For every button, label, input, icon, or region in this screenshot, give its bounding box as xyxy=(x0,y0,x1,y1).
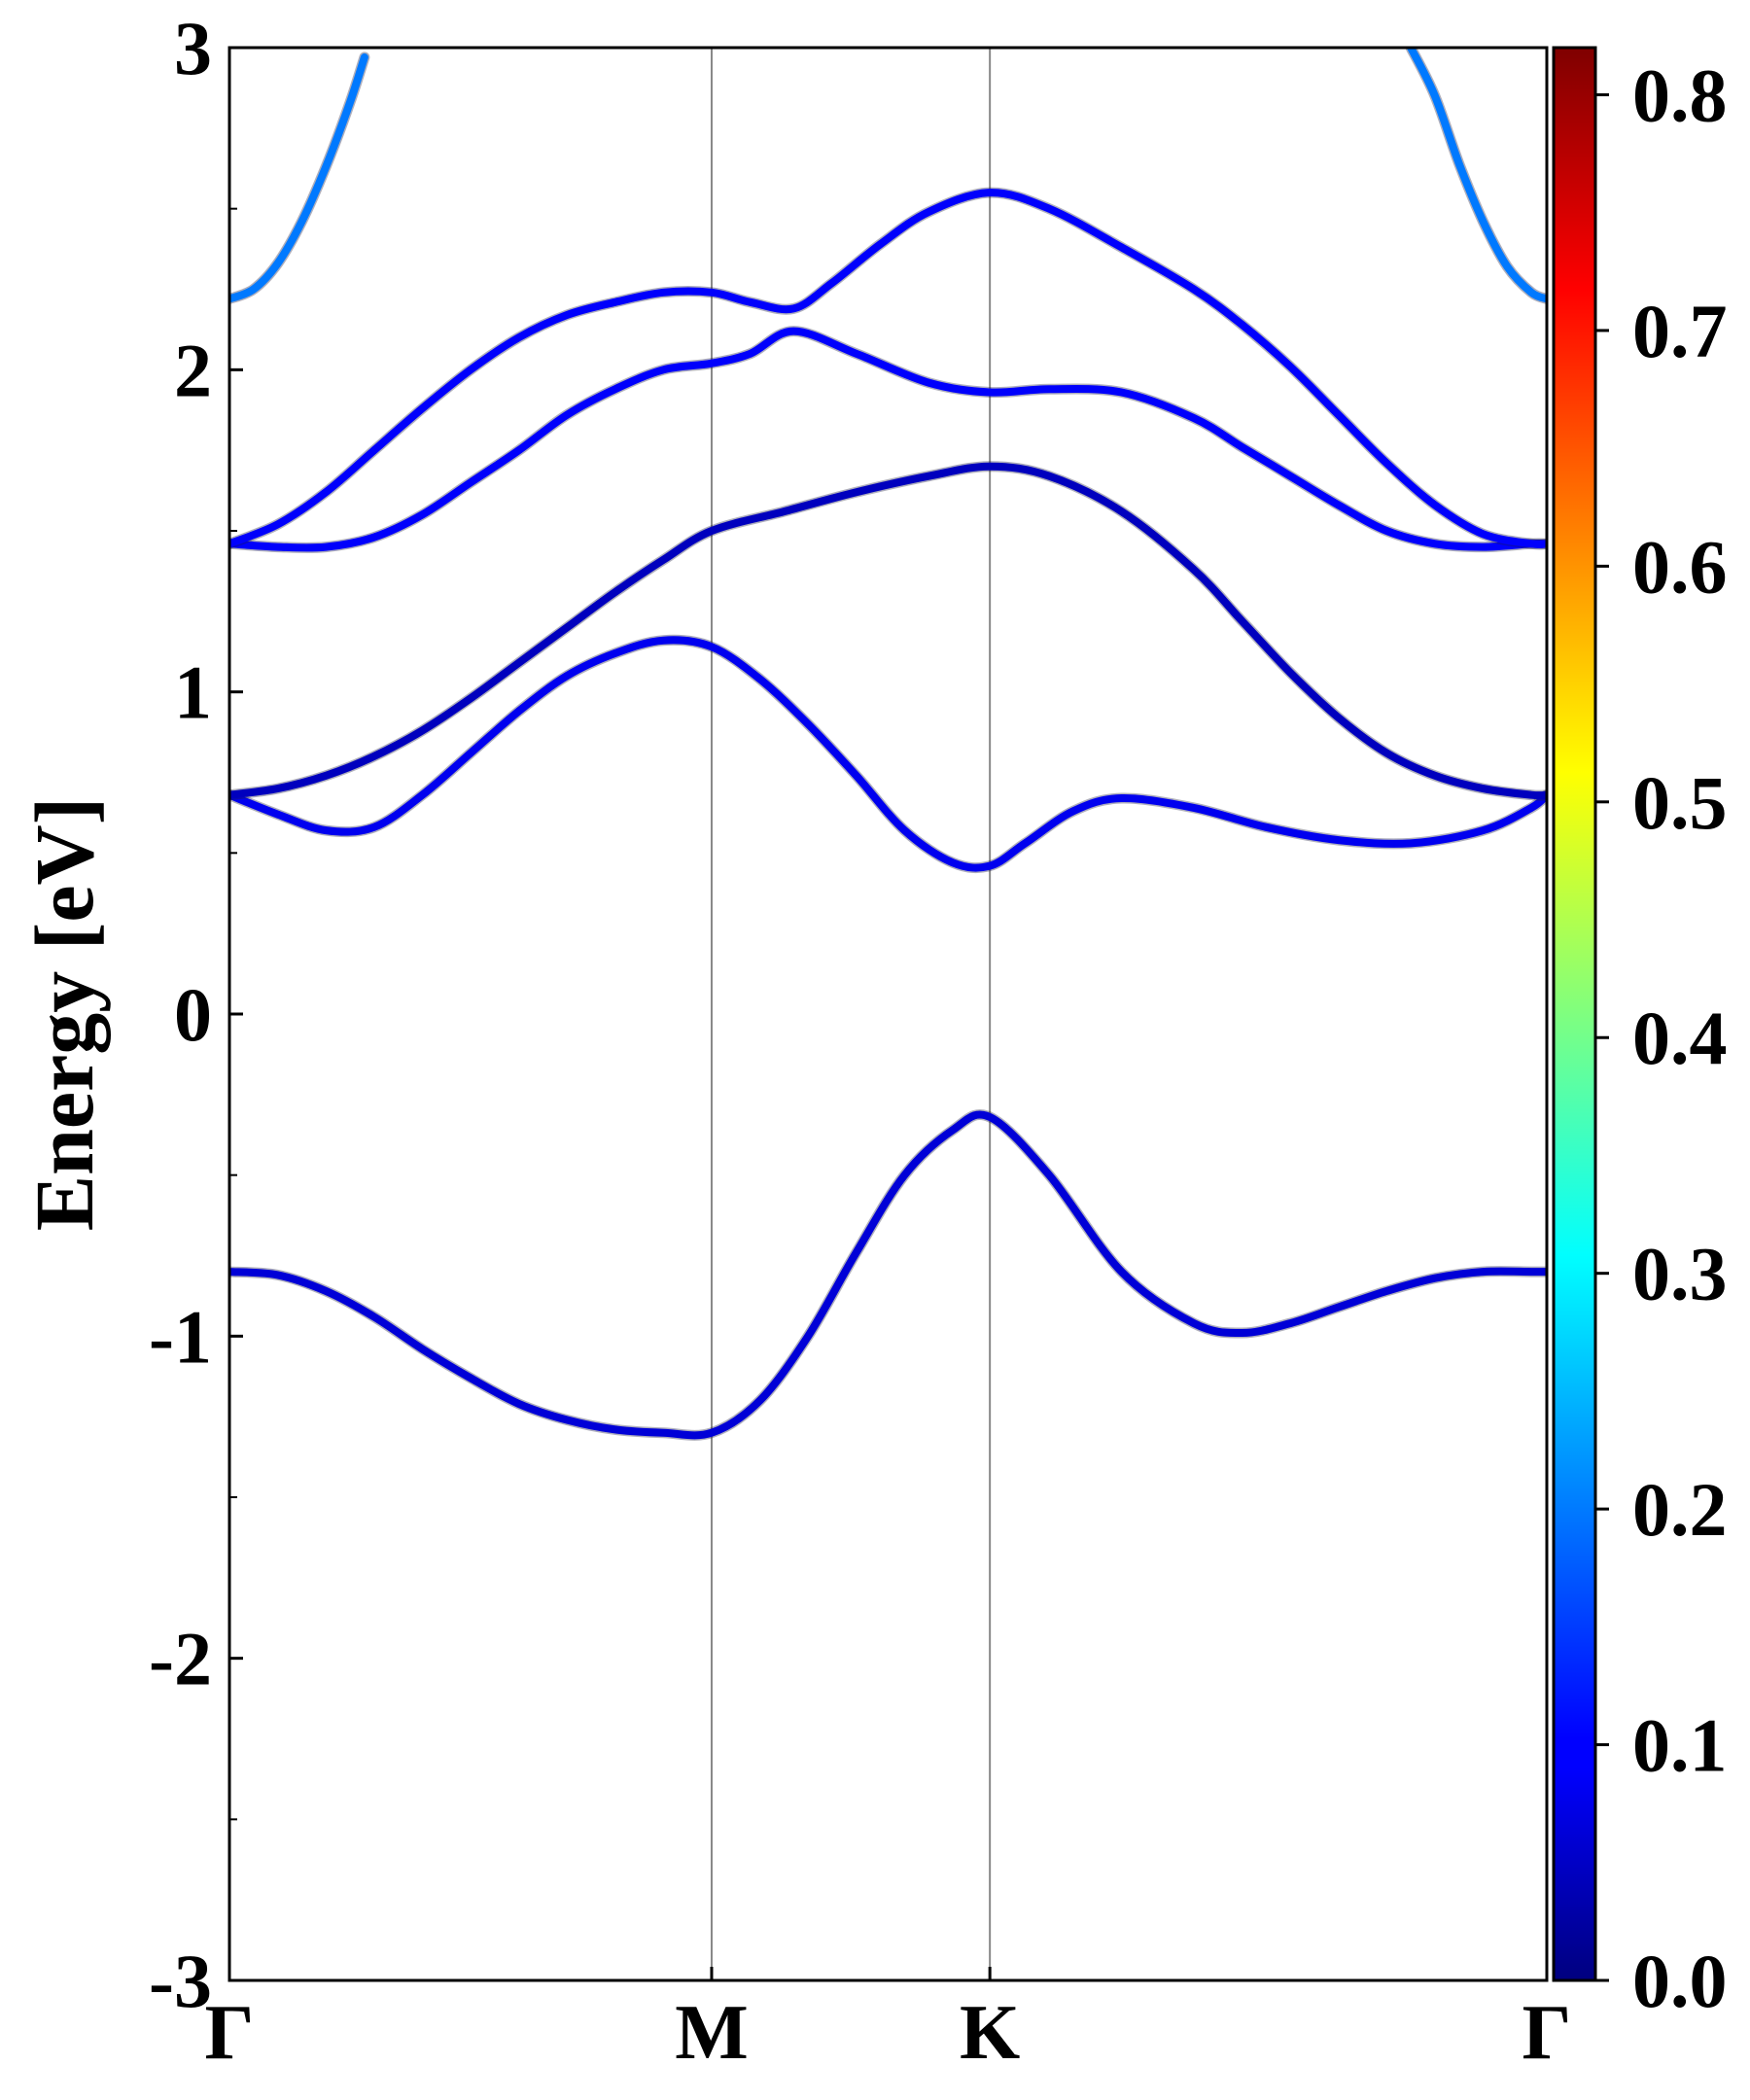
y-tick-label: -2 xyxy=(149,1617,212,1701)
band-1-shadow xyxy=(229,1108,1547,1441)
colorbar-tick-label: 0.7 xyxy=(1632,289,1728,373)
y-tick-label: -1 xyxy=(149,1294,212,1379)
band-2 xyxy=(229,636,1547,872)
high-symmetry-lines xyxy=(710,48,992,1980)
colorbar-ticks: 0.0 0.1 0.2 0.3 0.4 0.5 0.6 0.7 0.8 xyxy=(1595,52,1728,2023)
band-1 xyxy=(229,1110,1547,1440)
y-tick-label: 3 xyxy=(174,6,212,90)
band-3 xyxy=(229,462,1547,800)
colorbar-tick-label: 0.6 xyxy=(1632,524,1728,609)
y-axis-label: Energy [eV] xyxy=(18,797,111,1232)
colorbar-tick-label: 0.0 xyxy=(1632,1939,1728,2023)
colorbar xyxy=(1552,46,1597,1982)
y-tick-label: 2 xyxy=(174,328,212,412)
x-tick-label: Γ xyxy=(205,1990,255,2076)
colorbar-tick-label: 0.1 xyxy=(1632,1703,1728,1788)
y-tick-label: -3 xyxy=(149,1939,212,2023)
band-6-shadow xyxy=(229,48,1547,304)
band-2-shadow xyxy=(229,634,1547,874)
y-axis: 3 2 1 0 -1 -2 -3 xyxy=(149,6,243,2023)
band-6 xyxy=(229,48,1547,303)
x-tick-label: K xyxy=(960,1990,1020,2076)
colorbar-tick-label: 0.5 xyxy=(1632,760,1728,845)
x-tick-label: M xyxy=(675,1990,749,2076)
y-tick-label: 1 xyxy=(174,650,212,735)
band-4 xyxy=(229,327,1547,552)
colorbar-tick-label: 0.2 xyxy=(1632,1467,1728,1552)
band-5 xyxy=(229,189,1547,549)
y-tick-label: 0 xyxy=(174,972,212,1057)
bands xyxy=(229,48,1547,1441)
colorbar-tick-label: 0.4 xyxy=(1632,996,1728,1080)
colorbar-tick-label: 0.8 xyxy=(1632,52,1728,137)
colorbar-tick-label: 0.3 xyxy=(1632,1232,1728,1316)
plot-frame xyxy=(228,46,1549,1982)
x-tick-label: Γ xyxy=(1522,1990,1572,2076)
